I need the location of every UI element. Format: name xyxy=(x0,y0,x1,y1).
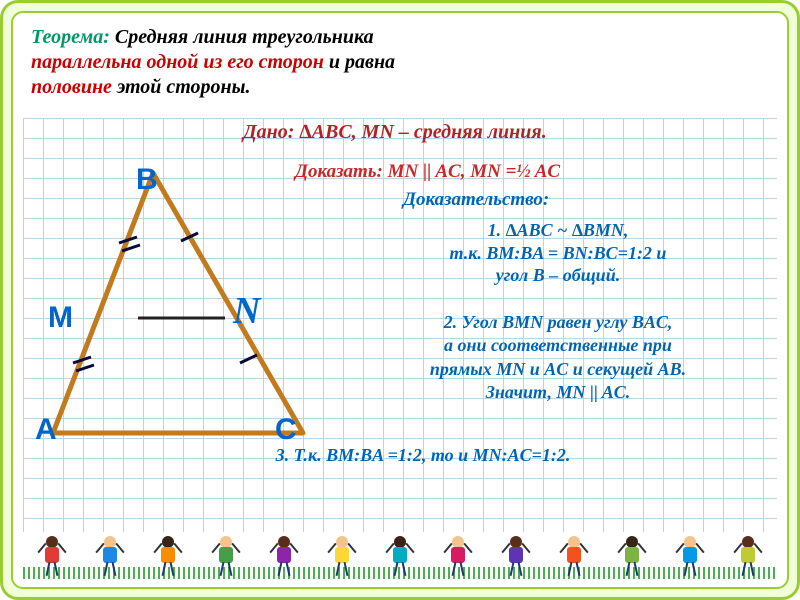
theorem-text: Теорема: Средняя линия треугольника пара… xyxy=(13,13,787,110)
child-figure xyxy=(95,534,125,579)
child-figure xyxy=(327,534,357,579)
child-figure xyxy=(269,534,299,579)
slide-content: Теорема: Средняя линия треугольника пара… xyxy=(11,11,789,589)
slide-frame: Теорема: Средняя линия треугольника пара… xyxy=(0,0,800,600)
child-figure xyxy=(37,534,67,579)
children-decoration xyxy=(23,524,777,579)
given-text: Дано: ∆ABC, MN – средняя линия. xyxy=(243,121,547,144)
proof-step-1: 1. ∆ABC ~ ∆BMN, т.к. BM:BA = BN:BC=1:2 и… xyxy=(323,219,789,287)
vertex-c: C xyxy=(275,413,297,447)
proof-step-2: 2. Угол BMN равен углу BAC, а они соотве… xyxy=(323,311,789,405)
step2-line3: прямых MN и AC и секущей AB. xyxy=(430,359,686,379)
step2-line2: а они соответственные при xyxy=(444,335,672,355)
theorem-label: Теорема: xyxy=(31,26,110,48)
theorem-part1: Средняя линия треугольника xyxy=(110,26,374,48)
proof-heading: Доказательство: xyxy=(403,189,549,211)
child-figure xyxy=(675,534,705,579)
prove-text: Доказать: MN || AC, MN =½ AC xyxy=(295,161,560,183)
child-figure xyxy=(211,534,241,579)
step2-line1: 2. Угол BMN равен углу BAC, xyxy=(444,312,673,332)
prove-half: ½ xyxy=(516,161,530,182)
theorem-part2: и равна xyxy=(324,51,395,73)
vertex-a: A xyxy=(35,413,57,447)
theorem-parallel: параллельна одной из его сторон xyxy=(31,51,324,73)
prove-label: Доказать: MN || AC, MN = xyxy=(295,161,516,182)
child-figure xyxy=(617,534,647,579)
step1-line3: угол B – общий. xyxy=(496,265,620,285)
child-figure xyxy=(443,534,473,579)
proof-step-3: 3. Т.к. BM:BA =1:2, то и MN:AC=1:2. xyxy=(73,445,773,466)
triangle-abc xyxy=(53,173,303,433)
theorem-half: половине xyxy=(31,76,112,98)
child-figure xyxy=(733,534,763,579)
step1-line2: т.к. BM:BA = BN:BC=1:2 и xyxy=(450,243,667,263)
theorem-part3: этой стороны. xyxy=(112,76,251,98)
child-figure xyxy=(385,534,415,579)
vertex-b: B xyxy=(136,163,158,197)
triangle-diagram xyxy=(43,163,343,463)
vertex-m: M xyxy=(48,301,73,335)
child-figure xyxy=(559,534,589,579)
vertex-n: N xyxy=(233,289,260,333)
step1-line1: 1. ∆ABC ~ ∆BMN, xyxy=(488,220,629,240)
child-figure xyxy=(153,534,183,579)
prove-tail: AC xyxy=(531,161,560,182)
step2-line4: Значит, MN || AC. xyxy=(486,382,631,402)
child-figure xyxy=(501,534,531,579)
